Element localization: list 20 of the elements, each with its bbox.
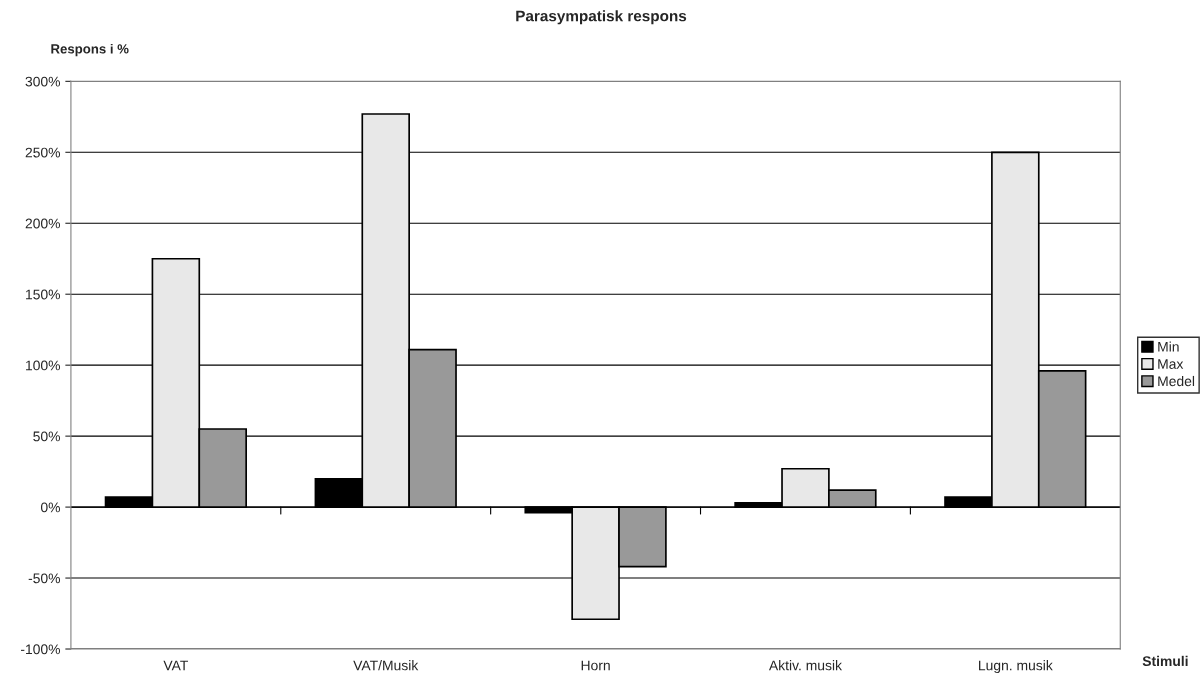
y-tick-label: 200% bbox=[25, 218, 61, 229]
y-tick-label: 250% bbox=[25, 147, 61, 158]
legend-label: Max bbox=[1158, 359, 1184, 369]
y-tick-label: 50% bbox=[33, 431, 61, 442]
chart-title: Parasympatisk respons bbox=[516, 10, 687, 25]
y-tick-label: 300% bbox=[25, 76, 61, 87]
y-tick-label: 150% bbox=[26, 289, 61, 300]
legend-label: Min bbox=[1158, 341, 1179, 352]
x-tick-label: Horn bbox=[581, 660, 610, 671]
y-axis-title: Respons i % bbox=[51, 43, 129, 57]
y-tick-label: 0% bbox=[40, 502, 61, 513]
y-tick-label: -50% bbox=[28, 573, 61, 584]
x-tick-label: Lugn. musik bbox=[979, 660, 1053, 674]
x-tick-label: VAT/Musik bbox=[353, 660, 419, 671]
y-tick-label: 100% bbox=[26, 360, 61, 371]
y-tick-label: -100% bbox=[20, 644, 61, 655]
legend-label: Medel bbox=[1158, 375, 1195, 387]
x-axis-title: Stimuli bbox=[1142, 655, 1188, 667]
x-tick-label: Aktiv. musik bbox=[768, 660, 843, 671]
x-tick-label: VAT bbox=[163, 660, 189, 671]
